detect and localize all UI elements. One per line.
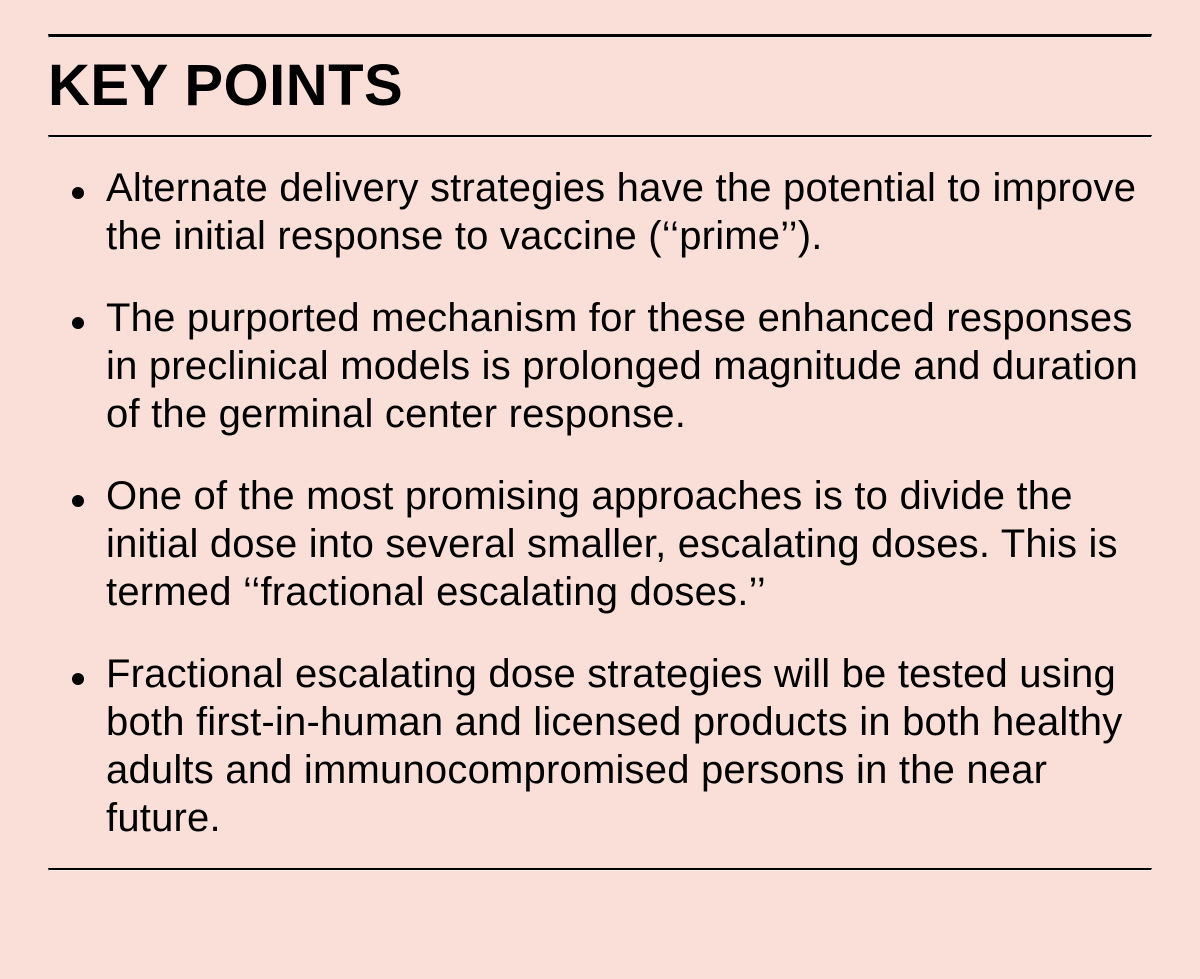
- points-list: Alternate delivery strategies have the p…: [48, 164, 1152, 842]
- rule-top: [48, 34, 1152, 38]
- list-item: The purported mechanism for these enhanc…: [66, 294, 1144, 438]
- list-item: Fractional escalating dose strategies wi…: [66, 650, 1144, 842]
- key-points-panel: KEY POINTS Alternate delivery strategies…: [0, 0, 1200, 979]
- list-item: Alternate delivery strategies have the p…: [66, 164, 1144, 260]
- rule-bottom: [48, 868, 1152, 871]
- panel-title: KEY POINTS: [48, 52, 1152, 119]
- list-item: One of the most promising approaches is …: [66, 472, 1144, 616]
- rule-under-title: [48, 135, 1152, 138]
